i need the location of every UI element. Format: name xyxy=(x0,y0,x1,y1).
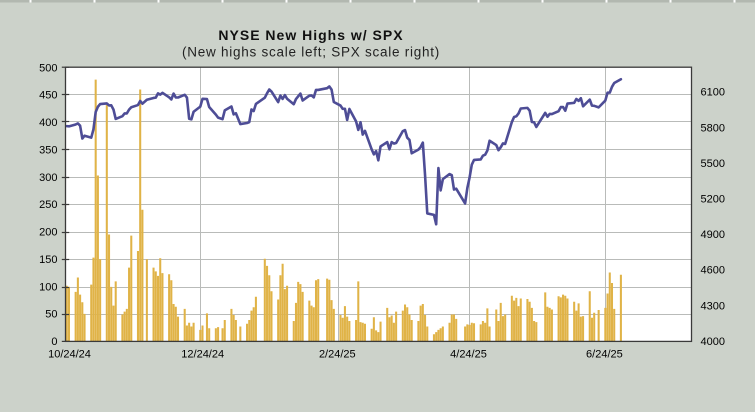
svg-text:5800: 5800 xyxy=(701,122,725,134)
svg-text:4000: 4000 xyxy=(701,336,725,348)
svg-text:300: 300 xyxy=(39,172,57,184)
svg-text:4/24/25: 4/24/25 xyxy=(450,349,487,361)
svg-text:200: 200 xyxy=(39,227,57,239)
svg-text:NYSE New Highs w/ SPX: NYSE New Highs w/ SPX xyxy=(218,27,403,43)
svg-text:6/24/25: 6/24/25 xyxy=(586,349,623,361)
svg-text:4300: 4300 xyxy=(701,300,725,312)
svg-text:6100: 6100 xyxy=(701,87,725,99)
svg-text:250: 250 xyxy=(39,199,57,211)
svg-text:4600: 4600 xyxy=(701,265,725,277)
svg-text:50: 50 xyxy=(45,309,57,321)
svg-text:150: 150 xyxy=(39,254,57,266)
svg-text:2/24/25: 2/24/25 xyxy=(319,349,356,361)
svg-text:400: 400 xyxy=(39,117,57,129)
svg-text:100: 100 xyxy=(39,281,57,293)
svg-text:10/24/24: 10/24/24 xyxy=(48,349,91,361)
svg-text:4900: 4900 xyxy=(701,229,725,241)
svg-text:12/24/24: 12/24/24 xyxy=(181,349,224,361)
svg-text:0: 0 xyxy=(51,336,57,348)
svg-text:5500: 5500 xyxy=(701,158,725,170)
svg-text:(New highs scale left; SPX sca: (New highs scale left; SPX scale right) xyxy=(182,45,440,60)
svg-text:450: 450 xyxy=(39,90,57,102)
svg-text:500: 500 xyxy=(39,62,57,74)
svg-text:5200: 5200 xyxy=(701,194,725,206)
svg-text:350: 350 xyxy=(39,144,57,156)
